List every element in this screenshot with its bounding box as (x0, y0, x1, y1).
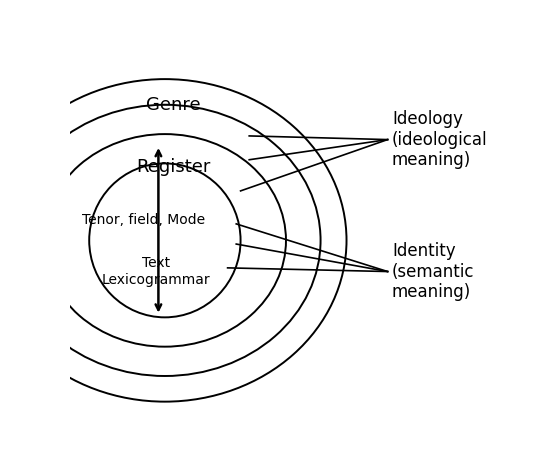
Text: Identity
(semantic
meaning): Identity (semantic meaning) (392, 242, 474, 301)
Text: Genre: Genre (146, 96, 201, 114)
Text: Text
Lexicogrammar: Text Lexicogrammar (102, 257, 210, 287)
Text: Register: Register (136, 158, 211, 176)
Text: Ideology
(ideological
meaning): Ideology (ideological meaning) (392, 110, 488, 169)
Text: Tenor, field, Mode: Tenor, field, Mode (81, 213, 205, 227)
